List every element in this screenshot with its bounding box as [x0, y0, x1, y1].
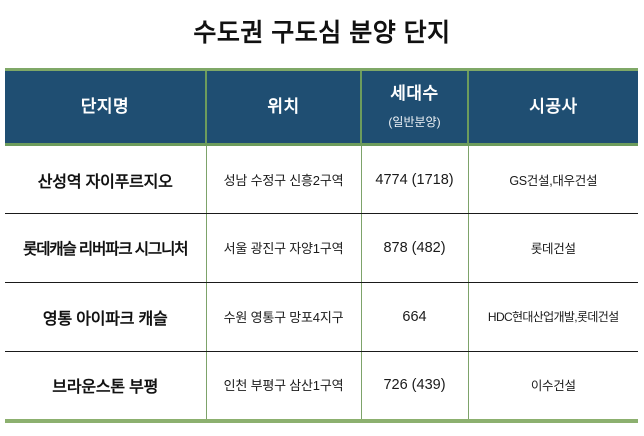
cell-location: 인천 부평구 삼산1구역: [205, 351, 362, 423]
units-text: 726 (439): [383, 377, 446, 394]
table-row: 롯데캐슬 리버파크 시그니처 서울 광진구 자양1구역 878 (482) 롯데…: [5, 213, 638, 283]
builder-text: HDC현대산업개발,롯데건설: [487, 310, 619, 324]
column-header-units-sublabel: (일반분양): [388, 115, 441, 129]
cell-complex-name: 산성역 자이푸르지오: [5, 144, 207, 214]
cell-builder: 이수건설: [467, 351, 638, 423]
builder-text: GS건설,대우건설: [509, 173, 598, 188]
column-header-builder-label: 시공사: [529, 97, 578, 116]
cell-units: 878 (482): [360, 213, 469, 283]
table-header: 단지명 위치 세대수 (일반분양) 시공사: [5, 68, 638, 146]
page-title: 수도권 구도심 분양 단지: [193, 19, 451, 47]
column-header-units: 세대수 (일반분양): [360, 68, 469, 146]
cell-location: 성남 수정구 신흥2구역: [205, 144, 362, 214]
complex-name-text: 브라운스톤 부평: [52, 379, 159, 397]
cell-units: 664: [360, 282, 469, 352]
table-container: 단지명 위치 세대수 (일반분양) 시공사: [5, 68, 638, 423]
complex-name-text: 영통 아이파크 캐슬: [42, 311, 168, 328]
cell-complex-name: 브라운스톤 부평: [5, 351, 207, 423]
location-text: 인천 부평구 삼산1구역: [223, 378, 344, 394]
cell-builder: HDC현대산업개발,롯데건설: [467, 282, 638, 352]
location-text: 성남 수정구 신흥2구역: [223, 172, 344, 188]
cell-units: 4774 (1718): [360, 144, 469, 214]
table-row: 영통 아이파크 캐슬 수원 영통구 망포4지구 664 HDC현대산업개발,롯데…: [5, 282, 638, 352]
complex-name-text: 롯데캐슬 리버파크 시그니처: [23, 241, 188, 258]
column-header-units-label: 세대수: [390, 84, 439, 103]
housing-complex-table: 단지명 위치 세대수 (일반분양) 시공사: [5, 68, 638, 423]
builder-text: 롯데건설: [530, 242, 576, 256]
complex-name-text: 산성역 자이푸르지오: [37, 173, 173, 191]
column-header-location-label: 위치: [267, 97, 300, 116]
column-header-location: 위치: [205, 68, 362, 146]
cell-location: 서울 광진구 자양1구역: [205, 213, 362, 283]
cell-complex-name: 롯데캐슬 리버파크 시그니처: [5, 213, 207, 283]
cell-builder: GS건설,대우건설: [467, 144, 638, 214]
cell-location: 수원 영통구 망포4지구: [205, 282, 362, 352]
units-text: 4774 (1718): [375, 171, 454, 188]
builder-text: 이수건설: [530, 379, 576, 394]
units-text: 664: [402, 309, 427, 325]
units-text: 878 (482): [383, 240, 446, 256]
cell-units: 726 (439): [360, 351, 469, 423]
table-row: 산성역 자이푸르지오 성남 수정구 신흥2구역 4774 (1718) GS건설…: [5, 144, 638, 214]
column-header-name-label: 단지명: [80, 97, 130, 116]
column-header-builder: 시공사: [467, 68, 638, 146]
table-body: 산성역 자이푸르지오 성남 수정구 신흥2구역 4774 (1718) GS건설…: [5, 144, 638, 423]
table-header-row: 단지명 위치 세대수 (일반분양) 시공사: [5, 68, 638, 146]
table-row: 브라운스톤 부평 인천 부평구 삼산1구역 726 (439) 이수건설: [5, 351, 638, 423]
cell-builder: 롯데건설: [467, 213, 638, 283]
cell-complex-name: 영통 아이파크 캐슬: [5, 282, 207, 352]
column-header-name: 단지명: [5, 68, 207, 146]
location-text: 서울 광진구 자양1구역: [223, 241, 344, 256]
location-text: 수원 영통구 망포4지구: [223, 310, 344, 325]
